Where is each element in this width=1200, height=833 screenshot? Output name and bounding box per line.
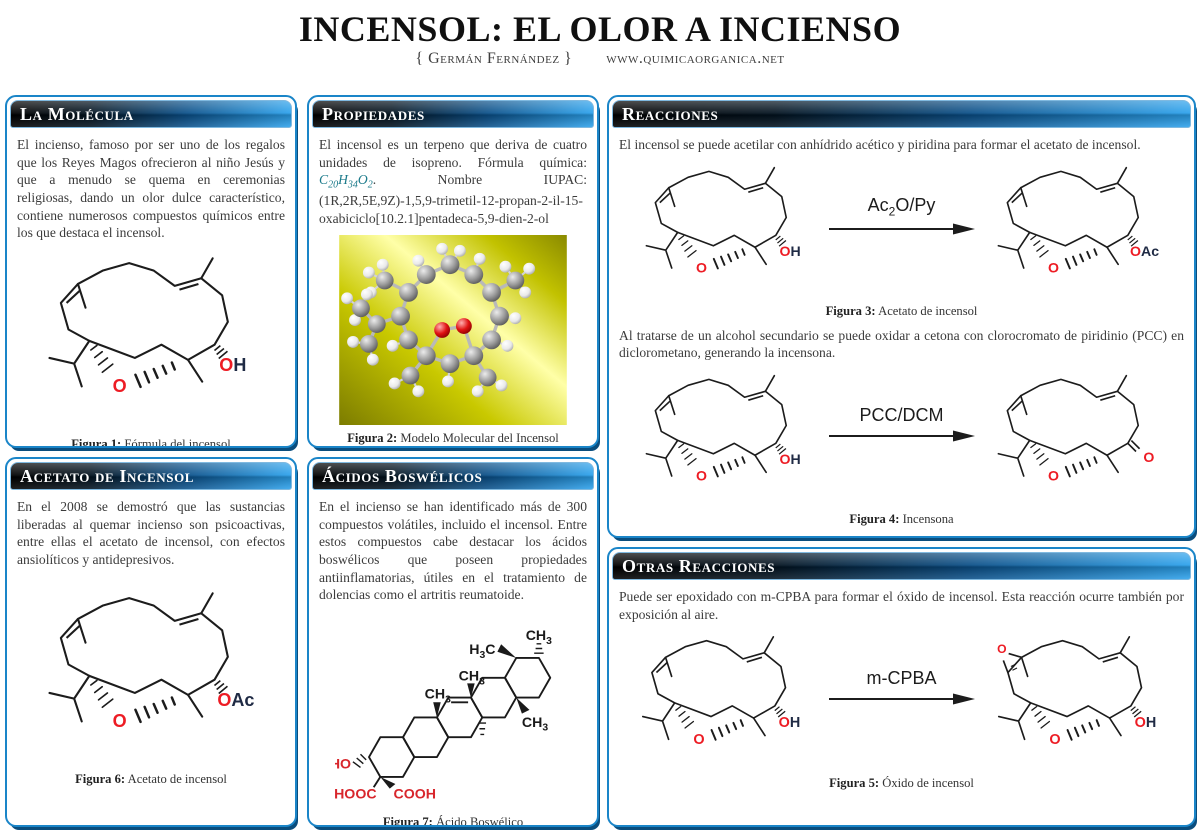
website: www.quimicaorganica.net <box>606 50 785 67</box>
boswelicos-body: En el incienso se han identificado más d… <box>319 499 587 603</box>
carboxyl-label: COOH <box>394 787 436 803</box>
panel-otras-reacciones: Otras Reacciones Puede ser epoxidado con… <box>607 547 1196 827</box>
incensol-oxide-structure <box>995 636 1157 750</box>
figure2-caption: Figura 2: Modelo Molecular del Incensol <box>347 431 559 446</box>
reaction-epoxidation: m-CPBA <box>609 627 1194 775</box>
panel-propiedades-header: Propiedades <box>312 100 594 128</box>
incensol-structure <box>641 636 801 750</box>
author: { Germán Fernández } <box>415 50 573 67</box>
arrow-icon <box>828 693 975 705</box>
reagent-pcc-dcm: PCC/DCM <box>859 405 944 426</box>
figure5-caption: Figura 5: Óxido de incensol <box>829 776 974 791</box>
panel-la-molecula: La Molécula El incienso, famoso por ser … <box>5 95 297 448</box>
boswellic-acid-structure: CH3 H3C CH3 CH3 CH3 HO HOOC COOH <box>330 628 552 803</box>
page-title: INCENSOL: EL OLOR A INCIENSO <box>298 9 902 49</box>
incensol-acetate-structure <box>996 166 1160 277</box>
figure4-caption: Figura 4: Incensona <box>849 512 954 527</box>
incensol-structure <box>644 166 801 277</box>
reagent-ac2o-py: Ac2O/Py <box>867 195 936 219</box>
reacciones-body-2: Al tratarse de un alcohol secundario se … <box>619 327 1184 361</box>
panel-boswelicos: Ácidos Boswélicos En el incienso se han … <box>307 457 599 827</box>
figure1-caption: Figura 1: Fórmula del incensol <box>71 437 231 448</box>
reaction-arrow: PCC/DCM <box>827 405 977 444</box>
methyl-label: CH3 <box>425 687 451 706</box>
reaction-arrow: Ac2O/Py <box>827 195 977 237</box>
incensona-structure <box>996 374 1155 485</box>
chemical-formula: C20H34O2 <box>319 172 373 192</box>
panel-boswelicos-header: Ácidos Boswélicos <box>312 462 594 490</box>
carboxyl-label: HOOC <box>335 787 377 803</box>
panel-reacciones-header: Reacciones <box>612 100 1191 128</box>
panel-acetato: Acetato de Incensol En el 2008 se demost… <box>5 457 297 827</box>
arrow-icon <box>828 430 975 442</box>
la-molecula-body: El incienso, famoso por ser uno de los r… <box>17 137 285 241</box>
incensol-structure <box>48 257 248 398</box>
methyl-label: H3C <box>469 642 495 661</box>
methyl-label: CH3 <box>526 628 552 647</box>
hydroxyl-label: HO <box>335 756 351 772</box>
panel-acetato-header: Acetato de Incensol <box>10 462 292 490</box>
arrow-icon <box>828 223 975 235</box>
propiedades-body: El incensol es un terpeno que deriva de … <box>319 137 587 226</box>
molecular-model-image <box>339 235 567 426</box>
figure7-caption: Figura 7: Ácido Boswélico <box>382 815 524 827</box>
otras-body: Puede ser epoxidado con m-CPBA para form… <box>619 589 1184 622</box>
panel-la-molecula-header: La Molécula <box>10 100 292 128</box>
reacciones-body-1: El incensol se puede acetilar con anhídr… <box>619 137 1141 152</box>
panel-reacciones: Reacciones El incensol se puede acetilar… <box>607 95 1196 538</box>
incensol-structure <box>644 374 801 485</box>
iupac-name: (1R,2R,5E,9Z)-1,5,9-trimetil-12-propan-2… <box>319 193 583 226</box>
figure6-caption: Figura 6: Acetato de incensol <box>75 771 227 786</box>
methyl-label: CH3 <box>459 669 485 688</box>
panel-otras-header: Otras Reacciones <box>612 552 1191 580</box>
reagent-mcpba: m-CPBA <box>866 667 937 688</box>
page-subtitle: { Germán Fernández } www.quimicaorganica.… <box>0 50 1200 68</box>
reaction-oxidation: PCC/DCM <box>609 366 1194 511</box>
figure3-caption: Figura 3: Acetato de incensol <box>825 303 978 318</box>
panel-propiedades: Propiedades El incensol es un terpeno qu… <box>307 95 599 448</box>
reaction-arrow: m-CPBA <box>827 668 977 707</box>
reaction-acetylation: Ac2O/Py <box>609 158 1194 303</box>
incensol-acetate-structure <box>48 591 256 733</box>
methyl-label: CH3 <box>522 715 548 734</box>
acetato-body: En el 2008 se demostró que las sustancia… <box>17 499 285 568</box>
